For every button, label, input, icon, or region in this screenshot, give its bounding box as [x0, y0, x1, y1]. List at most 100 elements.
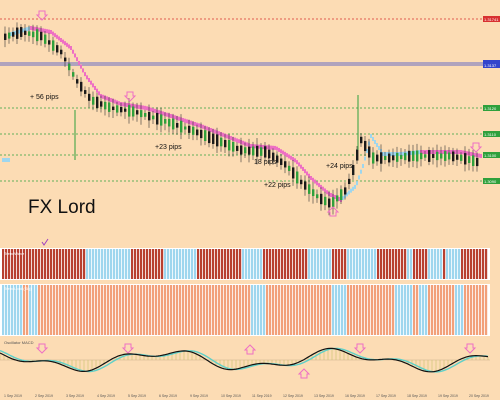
- band-stripe: [152, 249, 155, 279]
- band-stripe: [449, 285, 452, 335]
- band-stripe: [296, 249, 299, 279]
- band-stripe: [314, 285, 317, 335]
- signal-dot: [38, 27, 40, 32]
- band-stripe: [98, 249, 101, 279]
- signal-dot: [30, 26, 32, 30]
- candle-body: [264, 146, 267, 158]
- band-stripe: [338, 249, 341, 279]
- signal-dot: [262, 144, 264, 149]
- band-stripe: [44, 249, 47, 279]
- candle-body: [80, 81, 83, 92]
- candle-body: [352, 164, 355, 176]
- signal-dot: [410, 151, 412, 155]
- band-stripe: [137, 285, 140, 335]
- band-stripe: [404, 285, 407, 335]
- band-stripe: [395, 249, 398, 279]
- candle-body: [292, 167, 295, 179]
- band-stripe: [26, 285, 29, 335]
- signal-dot: [62, 39, 64, 44]
- signal-dot: [282, 150, 284, 155]
- signal-dot: [450, 150, 452, 154]
- band-stripe: [284, 249, 287, 279]
- band-stripe: [428, 249, 431, 279]
- signal-dot: [150, 107, 152, 112]
- signal-dot: [8, 158, 10, 162]
- candle-body: [68, 63, 71, 71]
- band-stripe: [323, 249, 326, 279]
- candle-body: [208, 131, 211, 144]
- signal-dot: [274, 145, 276, 150]
- indicator-trendwave-panel: [0, 248, 490, 280]
- band-stripe: [278, 285, 281, 335]
- signal-dot: [178, 116, 180, 121]
- candle-body: [288, 165, 291, 171]
- signal-dot: [196, 122, 198, 127]
- band-stripe: [356, 249, 359, 279]
- candle-body: [220, 137, 223, 147]
- band-stripe: [191, 249, 194, 279]
- time-axis-label: 9 Sep 2019: [190, 394, 208, 398]
- band-stripe: [191, 285, 194, 335]
- band-stripe: [392, 249, 395, 279]
- band-stripe: [359, 285, 362, 335]
- signal-dot: [106, 96, 108, 101]
- candle-body: [176, 123, 179, 128]
- band-stripe: [314, 249, 317, 279]
- band-stripe: [344, 249, 347, 279]
- band-stripe: [83, 285, 86, 335]
- signal-dot: [238, 139, 240, 144]
- signal-dot: [320, 184, 322, 189]
- candle-body: [392, 155, 395, 161]
- signal-dot: [84, 72, 86, 77]
- band-stripe: [149, 249, 152, 279]
- signal-dot: [454, 150, 456, 154]
- band-stripe: [317, 285, 320, 335]
- band-stripe: [182, 249, 185, 279]
- signal-dot: [364, 156, 366, 161]
- candle-body: [404, 153, 407, 161]
- band-stripe: [263, 285, 266, 335]
- band-stripe: [29, 285, 32, 335]
- candle-body: [440, 153, 443, 159]
- band-stripe: [269, 285, 272, 335]
- signal-dot: [80, 64, 82, 69]
- band-stripe: [470, 249, 473, 279]
- band-stripe: [35, 249, 38, 279]
- time-axis-label: 20 Sep 2019: [469, 394, 489, 398]
- signal-dot: [378, 146, 380, 150]
- candle-body: [164, 119, 167, 124]
- pips-label-3: 18 pips: [254, 159, 277, 166]
- band-stripe: [167, 285, 170, 335]
- candle-body: [468, 156, 471, 163]
- band-stripe: [323, 285, 326, 335]
- candle-body: [44, 34, 47, 44]
- band-stripe: [128, 285, 131, 335]
- candle-body: [96, 96, 99, 109]
- band-stripe: [5, 249, 8, 279]
- signal-dot: [318, 183, 320, 188]
- band-stripe: [272, 249, 275, 279]
- band-stripe: [59, 249, 62, 279]
- band-stripe: [467, 249, 470, 279]
- candle-body: [464, 153, 467, 165]
- price-level-value: 1.31741: [484, 17, 499, 22]
- signal-dot: [360, 169, 362, 174]
- signal-dot: [92, 83, 94, 88]
- band-stripe: [200, 249, 203, 279]
- band-stripe: [263, 249, 266, 279]
- candle-body: [296, 171, 299, 184]
- candle-body: [76, 79, 79, 84]
- band-stripe: [104, 285, 107, 335]
- band-stripe: [446, 285, 449, 335]
- band-stripe: [248, 249, 251, 279]
- band-stripe: [116, 285, 119, 335]
- signal-dot: [434, 150, 436, 154]
- signal-dot: [226, 134, 228, 139]
- candle-body: [324, 196, 327, 206]
- band-stripe: [275, 285, 278, 335]
- candle-body: [408, 150, 411, 162]
- band-stripe: [308, 249, 311, 279]
- candle-body: [200, 129, 203, 139]
- band-stripe: [428, 285, 431, 335]
